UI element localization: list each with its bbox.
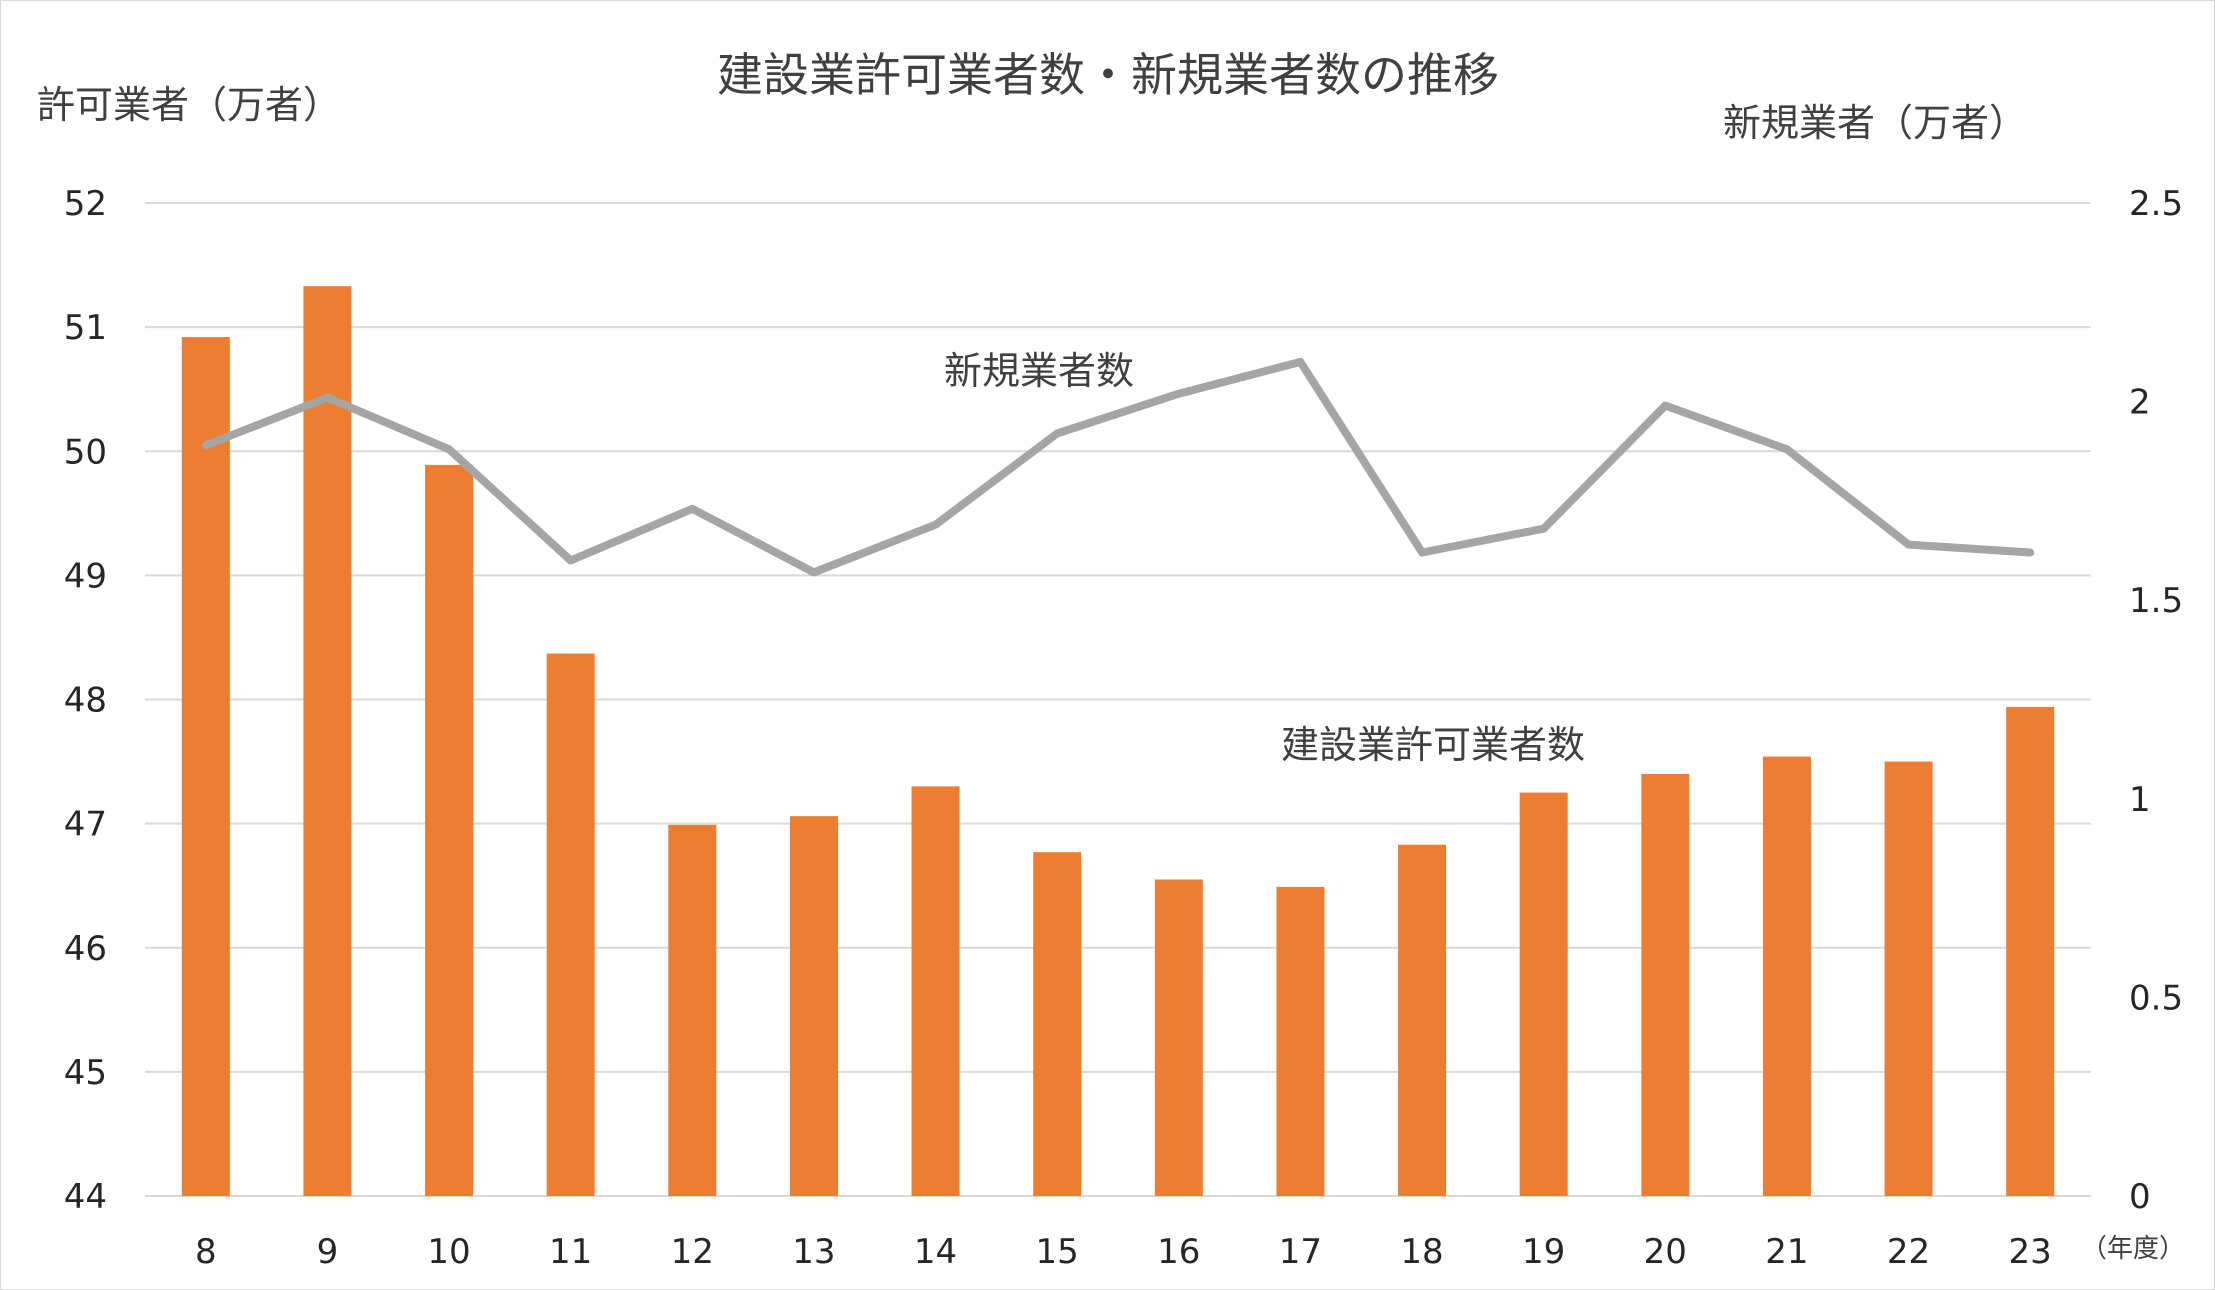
bar: [181, 337, 230, 1196]
x-axis-unit: （年度）: [2081, 1234, 2185, 1264]
x-tick-label: 14: [914, 1232, 957, 1272]
line-point: [1177, 392, 1180, 395]
line-point: [204, 444, 207, 447]
left-tick-label: 51: [64, 308, 107, 348]
line-point: [691, 507, 694, 510]
x-axis-ticks: 8 9 10 11 12 13 14 15 16 17 18 19 20 21 22 23: [195, 1232, 2052, 1272]
right-tick-label: 2.5: [2129, 184, 2183, 224]
left-tick-label: 50: [64, 432, 107, 472]
x-tick-label: 19: [1522, 1232, 1565, 1272]
line-point: [2029, 551, 2032, 554]
x-tick-label: 10: [427, 1232, 470, 1272]
bar: [303, 286, 352, 1196]
right-tick-label: 1.5: [2129, 581, 2183, 621]
bar: [425, 464, 474, 1196]
line-point: [326, 396, 329, 399]
bar: [1398, 844, 1447, 1196]
left-tick-label: 45: [64, 1053, 107, 1093]
left-tick-label: 52: [64, 184, 107, 224]
right-tick-label: 0.5: [2129, 978, 2183, 1018]
bar: [1033, 852, 1082, 1196]
line-point: [934, 523, 937, 526]
left-axis-ticks: 44 45 46 47 48 49 50 51 52: [64, 184, 107, 1217]
bar: [1641, 773, 1690, 1196]
bar: [668, 824, 717, 1196]
bar: [1884, 761, 1933, 1196]
right-axis-ticks: 0 0.5 1 1.5 2 2.5: [2129, 184, 2183, 1217]
line-point: [448, 448, 451, 451]
x-tick-label: 15: [1036, 1232, 1079, 1272]
x-tick-label: 23: [2009, 1232, 2052, 1272]
x-tick-label: 17: [1279, 1232, 1322, 1272]
line-point: [1664, 404, 1667, 407]
line-series: [201, 357, 2035, 577]
line-point: [1785, 448, 1788, 451]
x-tick-label: 20: [1644, 1232, 1687, 1272]
line-point: [1056, 432, 1059, 435]
bar: [546, 653, 595, 1196]
line-point: [812, 571, 815, 574]
bar: [789, 816, 838, 1196]
line-point: [1907, 543, 1910, 546]
bar: [2006, 706, 2055, 1196]
x-tick-label: 22: [1887, 1232, 1930, 1272]
right-axis-title: 新規業者（万者）: [1723, 101, 2027, 145]
x-tick-label: 12: [671, 1232, 714, 1272]
line-point: [569, 559, 572, 562]
bar: [1154, 879, 1203, 1196]
bar: [1519, 792, 1568, 1196]
x-tick-label: 9: [317, 1232, 339, 1272]
left-tick-label: 47: [64, 805, 107, 845]
line-point: [1299, 360, 1302, 363]
x-tick-label: 21: [1765, 1232, 1808, 1272]
chart-title: 建設業許可業者数・新規業者数の推移: [717, 48, 1499, 102]
left-tick-label: 48: [64, 681, 107, 721]
left-tick-label: 46: [64, 929, 107, 969]
x-tick-label: 16: [1157, 1232, 1200, 1272]
line-path: [201, 357, 2035, 577]
bar: [911, 786, 960, 1196]
left-tick-label: 49: [64, 556, 107, 596]
line-point: [1542, 527, 1545, 530]
x-tick-label: 11: [549, 1232, 592, 1272]
bar: [1276, 886, 1325, 1196]
x-tick-label: 13: [792, 1232, 835, 1272]
line-series-label: 新規業者数: [944, 349, 1134, 393]
bar-series: [181, 286, 2055, 1196]
right-tick-label: 1: [2129, 780, 2151, 820]
line-point: [1421, 551, 1424, 554]
bar: [1762, 756, 1811, 1196]
x-tick-label: 18: [1400, 1232, 1443, 1272]
x-tick-label: 8: [195, 1232, 217, 1272]
right-tick-label: 0: [2129, 1177, 2151, 1217]
left-axis-title: 許可業者（万者）: [37, 83, 341, 127]
bar-series-label: 建設業許可業者数: [1281, 723, 1585, 767]
left-tick-label: 44: [64, 1177, 107, 1217]
right-tick-label: 2: [2129, 383, 2151, 423]
